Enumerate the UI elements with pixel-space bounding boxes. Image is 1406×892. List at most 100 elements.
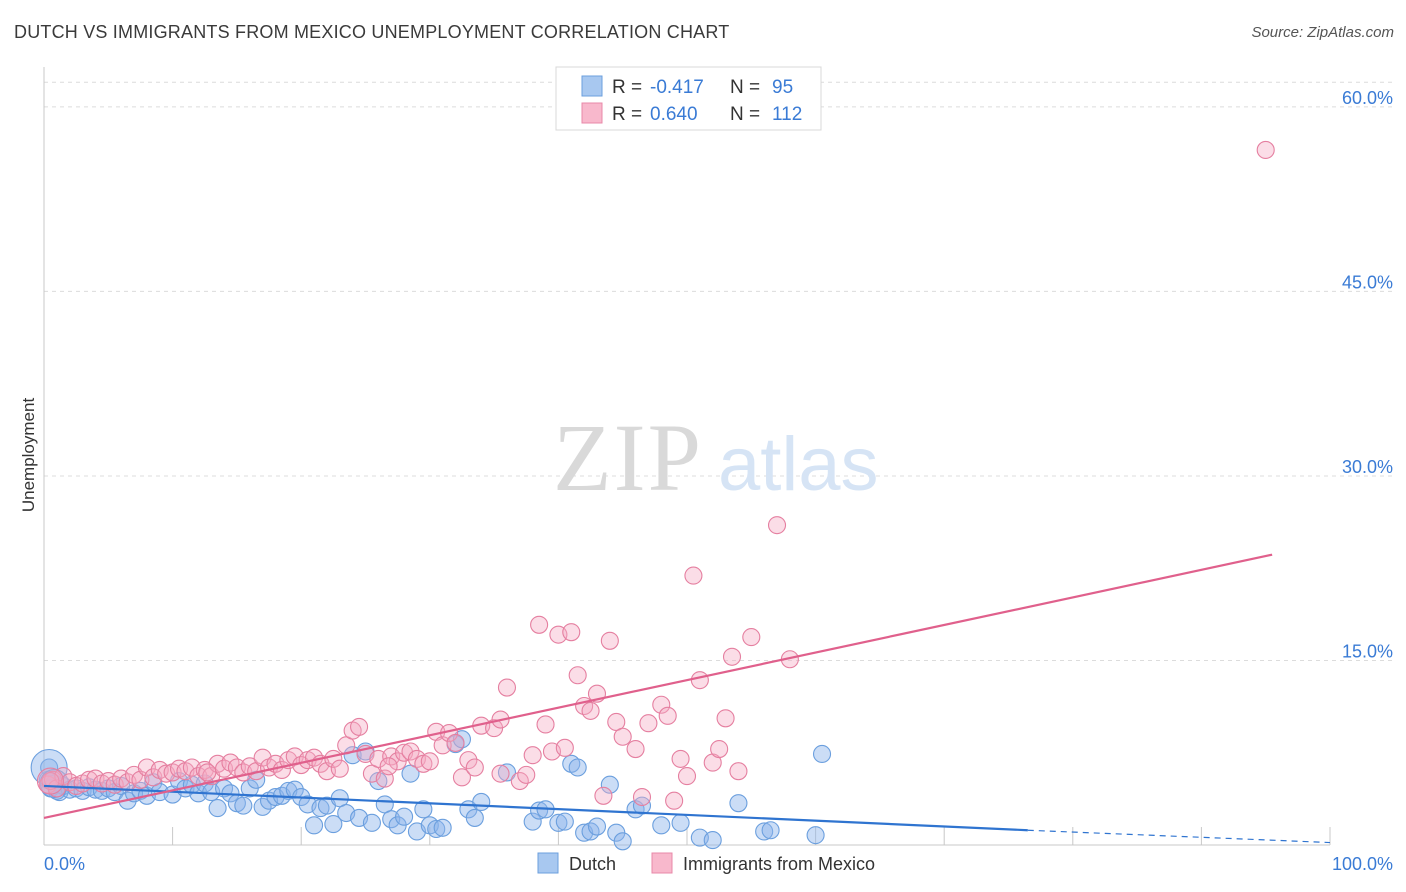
legend-swatch [581, 102, 603, 124]
dutch-point [761, 821, 780, 840]
mexico-point [350, 717, 369, 736]
bottom-legend-swatch [537, 852, 559, 874]
dutch-point [362, 813, 381, 832]
dutch-point [600, 775, 619, 794]
mexico-point [491, 764, 510, 783]
bottom-legend-label: Dutch [569, 854, 616, 874]
mexico-point [330, 759, 349, 778]
mexico-point [665, 791, 684, 810]
y-tick-label: 60.0% [1342, 88, 1393, 108]
mexico-point [613, 727, 632, 746]
dutch-point [305, 816, 324, 835]
mexico-point [452, 768, 472, 787]
mexico-point [626, 739, 645, 759]
mexico-point [716, 709, 735, 728]
dutch-point [613, 832, 632, 851]
mexico-point [36, 767, 64, 795]
dutch-point [729, 794, 748, 813]
y-tick-label: 45.0% [1342, 272, 1393, 292]
y-axis-title: Unemployment [19, 398, 38, 513]
y-tick-label: 30.0% [1342, 457, 1393, 477]
mexico-point [690, 671, 709, 690]
mexico-point [379, 757, 398, 776]
watermark-zip: ZIP [553, 404, 703, 511]
legend-r-label: R = [612, 77, 642, 98]
mexico-point [729, 762, 748, 781]
mexico-point [600, 631, 619, 650]
dutch-point [427, 819, 446, 839]
trend-lines [43, 553, 1331, 844]
chart-title: DUTCH VS IMMIGRANTS FROM MEXICO UNEMPLOY… [14, 22, 730, 42]
dutch-point [703, 831, 722, 850]
dutch-point [523, 812, 542, 831]
mexico-point [562, 623, 581, 642]
dutch-point [395, 807, 414, 826]
mexico-point [632, 787, 652, 807]
legend-n-label: N = [730, 77, 760, 98]
dutch-point [433, 818, 452, 837]
mexico-point [677, 767, 697, 786]
mexico-point [767, 516, 787, 535]
bottom-legend-label: Immigrants from Mexico [683, 854, 875, 874]
dutch-point [812, 744, 832, 764]
dutch-point [671, 813, 690, 832]
legend: R = -0.417 N = 95 R = 0.640 N = 112 [555, 66, 822, 131]
mexico-point [581, 701, 600, 720]
mexico-point [684, 566, 703, 585]
dutch-point [755, 822, 774, 841]
mexico-point [530, 615, 549, 634]
x-tick-label: 100.0% [1332, 854, 1393, 874]
gridlines [44, 81, 1392, 661]
mexico-point [523, 746, 542, 765]
bottom-legend-swatch [651, 852, 673, 874]
mexico-point [198, 763, 217, 782]
dutch-point [530, 801, 549, 820]
mexico-point [710, 739, 729, 759]
legend-n-label: N = [730, 104, 760, 125]
mexico-point [658, 706, 677, 725]
mexico-point [1256, 140, 1275, 160]
mexico-point [568, 666, 587, 685]
mexico-point [459, 751, 478, 770]
bottom-legend: Dutch Immigrants from Mexico [537, 852, 875, 874]
mexico-point [555, 738, 574, 757]
axes [43, 67, 1331, 846]
dutch-point [568, 758, 587, 777]
y-tick-label: 15.0% [1342, 641, 1393, 661]
x-tick-label: 0.0% [44, 854, 85, 874]
dutch-point [208, 799, 227, 818]
legend-r-label: R = [612, 104, 642, 125]
legend-r-value: -0.417 [650, 77, 704, 98]
legend-n-value: 95 [772, 77, 793, 98]
dutch-point [324, 815, 343, 834]
mexico-point [401, 742, 420, 761]
dutch-trend-line [43, 784, 1028, 832]
dutch-point [465, 808, 484, 827]
watermark: ZIP atlas [553, 404, 879, 511]
mexico-point [536, 715, 555, 734]
mexico-point [465, 758, 484, 777]
dutch-point [234, 796, 253, 815]
dutch-point [652, 816, 671, 835]
dutch-point [472, 792, 491, 811]
dutch-point [414, 800, 433, 819]
dutch-point [549, 813, 568, 832]
mexico-point [671, 749, 690, 768]
mexico-point [594, 786, 613, 805]
mexico-point [639, 714, 658, 733]
mexico-point [652, 695, 671, 714]
x-tick-labels: 0.0% 100.0% [44, 854, 1393, 874]
dutch-point [497, 763, 517, 782]
y-tick-labels: 15.0% 30.0% 45.0% 60.0% [1342, 88, 1393, 662]
watermark-atlas: atlas [718, 422, 879, 507]
legend-swatch [581, 75, 603, 97]
mexico-point [420, 752, 439, 771]
mexico-point [497, 678, 517, 697]
mexico-point [517, 765, 536, 784]
dutch-point [587, 817, 607, 836]
legend-r-value: 0.640 [650, 104, 698, 125]
mexico-point [722, 647, 742, 666]
legend-n-value: 112 [772, 104, 802, 125]
dutch-point [555, 812, 574, 831]
